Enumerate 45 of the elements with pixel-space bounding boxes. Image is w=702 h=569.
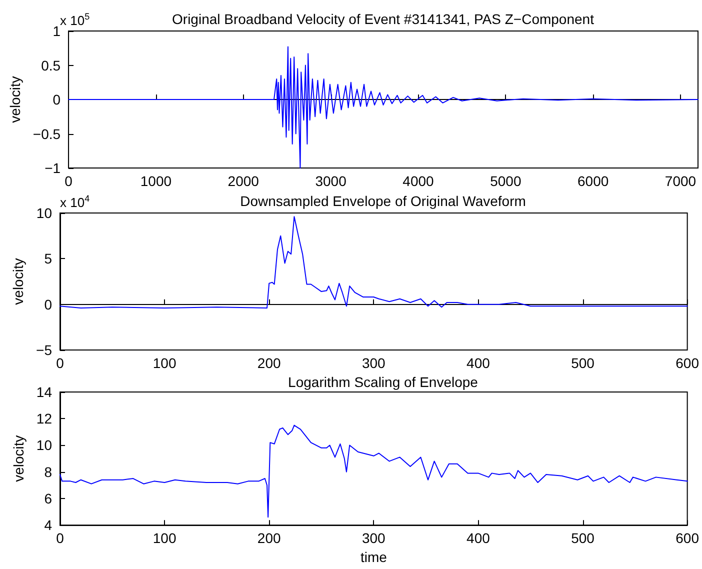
x-tick-label: 500	[571, 355, 595, 371]
x-tick-label: 100	[152, 530, 176, 546]
line-series	[60, 216, 688, 308]
y-tick-label: 6	[44, 490, 52, 506]
x-tick-label: 3000	[315, 173, 347, 189]
x-tick-label: 400	[466, 355, 490, 371]
y-tick-label: 10	[36, 437, 52, 454]
line-series	[68, 46, 698, 168]
y-tick-label: 0	[52, 92, 61, 108]
x-tick-label: 100	[152, 355, 176, 371]
x-tick-label: 200	[257, 355, 281, 371]
x-tick-label: 300	[362, 530, 386, 546]
y-tick-label: −1	[44, 160, 61, 176]
y-tick-label: 0	[44, 296, 52, 312]
x-tick-label: 1000	[140, 173, 172, 189]
y-tick-label: 12	[36, 410, 52, 427]
x-tick-label: 2000	[228, 173, 260, 189]
x-tick-label: 6000	[578, 173, 609, 189]
y-tick-label: −0.5	[32, 126, 61, 142]
x-tick-label: 200	[257, 530, 281, 546]
x-axis-title: time	[360, 549, 388, 565]
x-tick-label: 5000	[490, 173, 522, 189]
x-tick-label: 600	[676, 530, 700, 546]
x-tick-label: 4000	[402, 173, 434, 189]
y-axis-title: velocity	[7, 76, 23, 123]
y-tick-label: 8	[44, 464, 52, 480]
x-tick-label: 500	[571, 530, 595, 546]
y-tick-label: −5	[36, 342, 52, 358]
y-tick-label: 0.5	[41, 57, 61, 74]
y-tick-label: 5	[44, 250, 52, 267]
y-tick-label: 1	[52, 23, 61, 39]
x-tick-label: 7000	[664, 173, 696, 189]
chart-title: Logarithm Scaling of Envelope	[288, 374, 478, 390]
line-series	[60, 424, 688, 518]
y-tick-label: 10	[36, 205, 52, 221]
x-tick-label: 600	[676, 355, 700, 371]
x-tick-label: 0	[64, 173, 73, 189]
x-tick-label: 300	[362, 355, 386, 371]
y-tick-label: 4	[44, 517, 52, 534]
x-tick-label: 400	[466, 530, 490, 546]
y-tick-label: 14	[36, 384, 52, 400]
y-axis-title: velocity	[10, 435, 27, 482]
chart-title: Original Broadband Velocity of Event #3141341, PAS Z−Component	[172, 11, 594, 27]
y-axis-title: velocity	[10, 258, 26, 305]
chart-title: Downsampled Envelope of Original Waveform	[240, 193, 526, 209]
